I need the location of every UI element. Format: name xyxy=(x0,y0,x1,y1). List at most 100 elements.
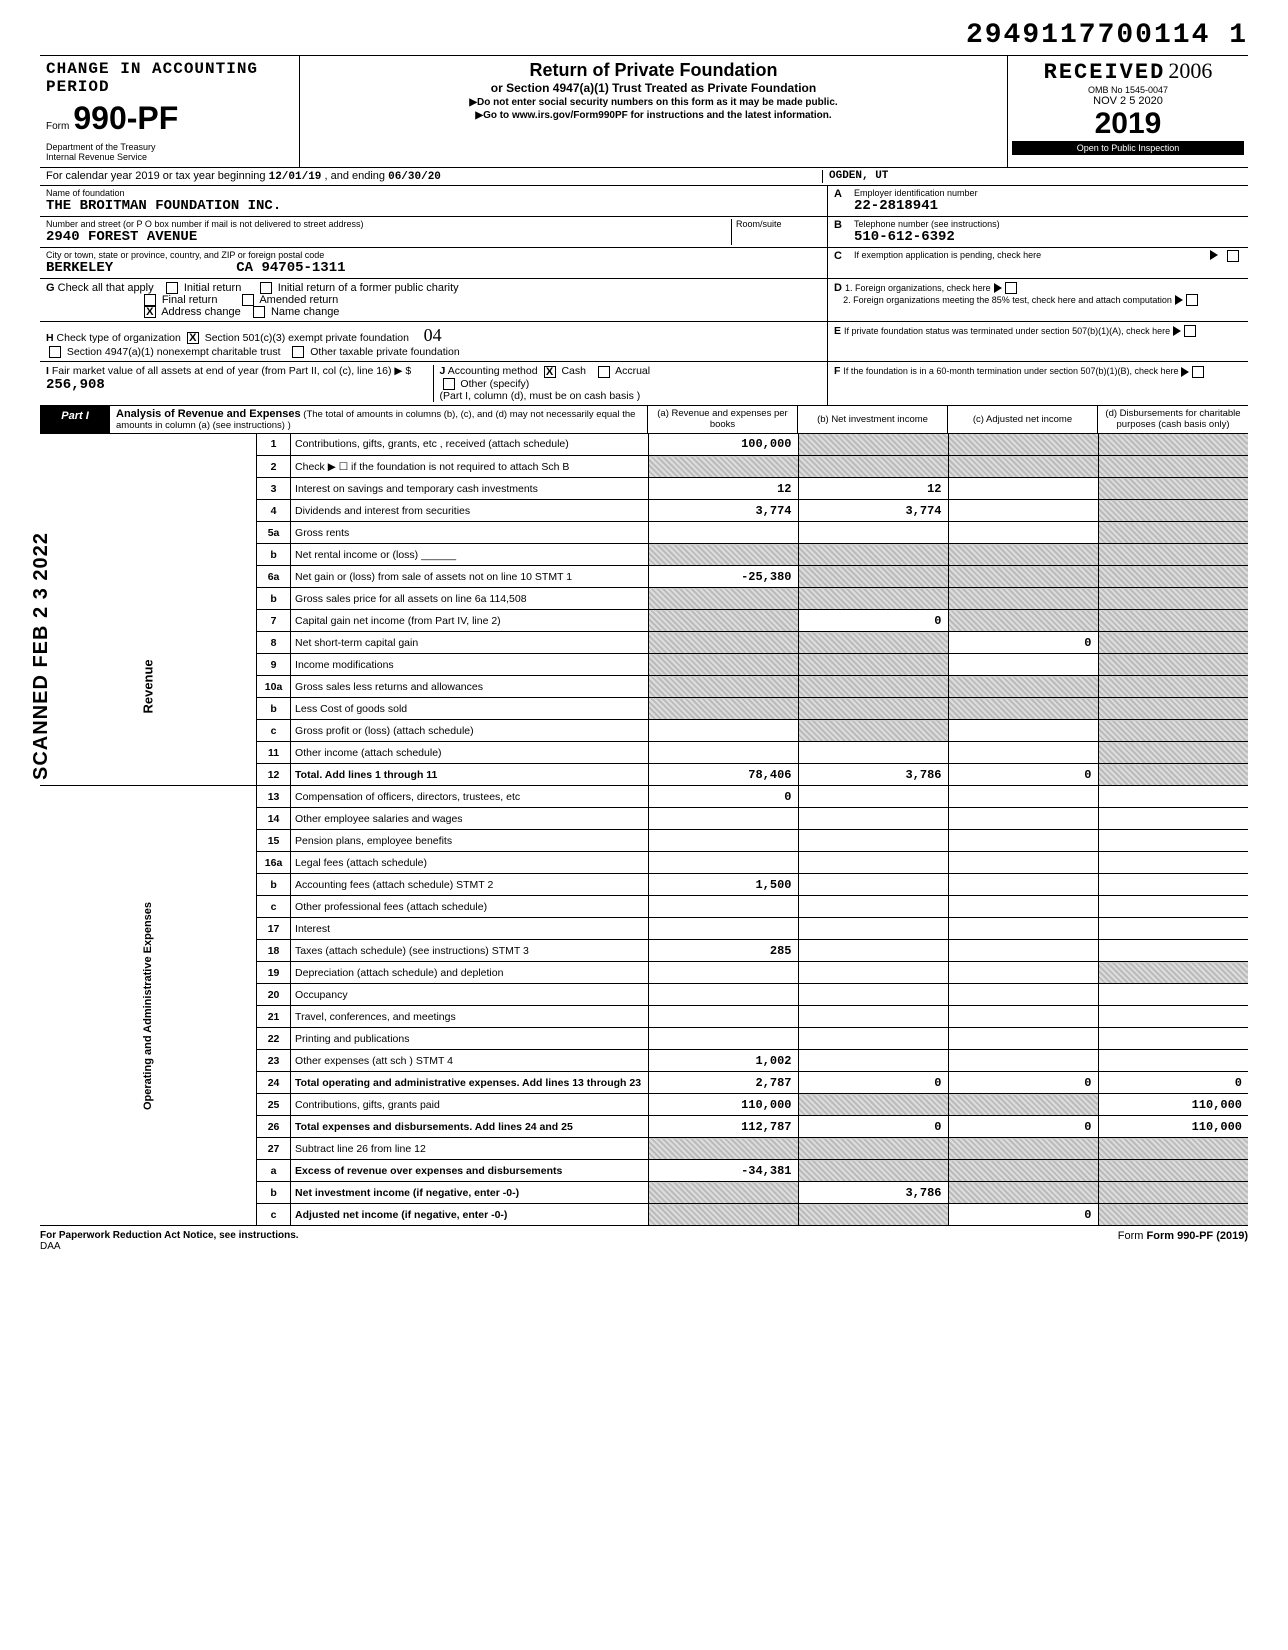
chk-initial[interactable] xyxy=(166,282,178,294)
line-number: c xyxy=(257,896,291,918)
cell-a xyxy=(648,962,798,984)
checkbox-c[interactable] xyxy=(1227,250,1239,262)
cell-a xyxy=(648,654,798,676)
key-f: F xyxy=(834,365,840,377)
h-opt3: Other taxable private foundation xyxy=(310,346,459,358)
h-e-row: H Check type of organization X Section 5… xyxy=(40,322,1248,362)
cell-c xyxy=(948,434,1098,456)
received-location: OGDEN, UT xyxy=(822,170,1242,183)
line-desc: Net investment income (if negative, ente… xyxy=(291,1182,648,1204)
line-number: b xyxy=(257,588,291,610)
line-desc: Less Cost of goods sold xyxy=(291,698,648,720)
checkbox-f[interactable] xyxy=(1192,366,1204,378)
dept-line2: Internal Revenue Service xyxy=(46,153,293,163)
page-footer: For Paperwork Reduction Act Notice, see … xyxy=(40,1230,1248,1252)
cell-c: 0 xyxy=(948,632,1098,654)
cell-b xyxy=(798,698,948,720)
line-desc: Compensation of officers, directors, tru… xyxy=(291,786,648,808)
cell-a: 100,000 xyxy=(648,434,798,456)
cell-c xyxy=(948,852,1098,874)
chk-initial-former[interactable] xyxy=(260,282,272,294)
line-number: 13 xyxy=(257,786,291,808)
dept-treasury: Department of the Treasury Internal Reve… xyxy=(46,143,293,163)
part1-title: Analysis of Revenue and Expenses xyxy=(116,408,301,420)
cell-b xyxy=(798,1160,948,1182)
cell-c xyxy=(948,478,1098,500)
cell-b xyxy=(798,1028,948,1050)
cell-d xyxy=(1098,1182,1248,1204)
cell-b xyxy=(798,588,948,610)
cell-a xyxy=(648,852,798,874)
cal-mid: , and ending xyxy=(324,170,385,182)
checkbox-e[interactable] xyxy=(1184,325,1196,337)
part1-header: Part I Analysis of Revenue and Expenses … xyxy=(40,406,1248,434)
chk-cash[interactable]: X xyxy=(544,366,556,378)
change-period: CHANGE IN ACCOUNTING PERIOD xyxy=(46,60,293,96)
cell-c xyxy=(948,676,1098,698)
checkbox-d2[interactable] xyxy=(1186,294,1198,306)
cell-b: 3,786 xyxy=(798,764,948,786)
cell-b: 3,774 xyxy=(798,500,948,522)
cell-b xyxy=(798,786,948,808)
cell-c xyxy=(948,984,1098,1006)
key-a: A xyxy=(834,188,848,214)
cell-d xyxy=(1098,478,1248,500)
line-desc: Excess of revenue over expenses and disb… xyxy=(291,1160,648,1182)
cell-a xyxy=(648,830,798,852)
form-note1: ▶Do not enter social security numbers on… xyxy=(306,97,1001,108)
cell-a xyxy=(648,544,798,566)
cell-a: 1,500 xyxy=(648,874,798,896)
line-desc: Gross sales less returns and allowances xyxy=(291,676,648,698)
cell-b: 12 xyxy=(798,478,948,500)
line-desc: Contributions, gifts, grants, etc , rece… xyxy=(291,434,648,456)
table-row: Operating and Administrative Expenses13C… xyxy=(40,786,1248,808)
chk-name-change[interactable] xyxy=(253,306,265,318)
cell-b: 0 xyxy=(798,610,948,632)
line-number: 27 xyxy=(257,1138,291,1160)
arrow-icon xyxy=(1175,295,1183,305)
chk-other-method[interactable] xyxy=(443,378,455,390)
checkbox-d1[interactable] xyxy=(1005,282,1017,294)
cell-b: 0 xyxy=(798,1072,948,1094)
foundation-name: THE BROITMAN FOUNDATION INC. xyxy=(46,198,821,214)
chk-final[interactable] xyxy=(144,294,156,306)
cell-b xyxy=(798,1204,948,1226)
line-desc: Gross rents xyxy=(291,522,648,544)
cell-d xyxy=(1098,764,1248,786)
chk-other-tax[interactable] xyxy=(292,346,304,358)
cell-a xyxy=(648,1138,798,1160)
chk-501c3[interactable]: X xyxy=(187,332,199,344)
chk-addr-change[interactable]: X xyxy=(144,306,156,318)
cell-d xyxy=(1098,830,1248,852)
f-label: If the foundation is in a 60-month termi… xyxy=(843,366,1178,376)
line-number: b xyxy=(257,1182,291,1204)
phone-label: Telephone number (see instructions) xyxy=(854,219,1242,229)
cell-c xyxy=(948,1028,1098,1050)
cell-d: 110,000 xyxy=(1098,1116,1248,1138)
arrow-icon xyxy=(1210,250,1218,260)
g-final: Final return xyxy=(162,294,218,306)
foundation-city: BERKELEY xyxy=(46,260,113,276)
cell-a: 12 xyxy=(648,478,798,500)
line-desc: Other income (attach schedule) xyxy=(291,742,648,764)
line-number: 25 xyxy=(257,1094,291,1116)
cell-a: 3,774 xyxy=(648,500,798,522)
cell-b xyxy=(798,1006,948,1028)
chk-4947[interactable] xyxy=(49,346,61,358)
cell-a xyxy=(648,808,798,830)
expenses-label: Operating and Administrative Expenses xyxy=(40,786,257,1226)
line-number: 3 xyxy=(257,478,291,500)
cell-c xyxy=(948,874,1098,896)
line-desc: Gross sales price for all assets on line… xyxy=(291,588,648,610)
line-desc: Net short-term capital gain xyxy=(291,632,648,654)
form-990pf: 990-PF xyxy=(73,100,178,137)
cell-b: 3,786 xyxy=(798,1182,948,1204)
key-g: G xyxy=(46,282,55,294)
chk-amended[interactable] xyxy=(242,294,254,306)
cell-d xyxy=(1098,566,1248,588)
form-header: CHANGE IN ACCOUNTING PERIOD Form 990-PF … xyxy=(40,55,1248,168)
line-number: 2 xyxy=(257,456,291,478)
chk-accrual[interactable] xyxy=(598,366,610,378)
cell-a xyxy=(648,588,798,610)
cell-d xyxy=(1098,852,1248,874)
